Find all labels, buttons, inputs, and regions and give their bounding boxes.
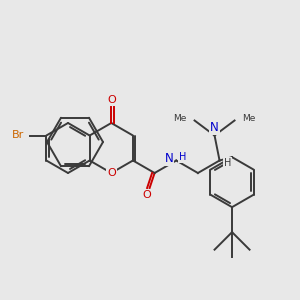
Text: O: O <box>107 95 116 105</box>
Text: Br: Br <box>12 130 25 140</box>
Text: Me: Me <box>173 114 187 123</box>
Text: N: N <box>164 152 173 165</box>
Text: N: N <box>210 121 219 134</box>
Text: O: O <box>142 190 151 200</box>
Text: H: H <box>179 152 187 163</box>
Text: O: O <box>107 168 116 178</box>
Text: Me: Me <box>243 114 256 123</box>
Text: H: H <box>224 158 231 167</box>
